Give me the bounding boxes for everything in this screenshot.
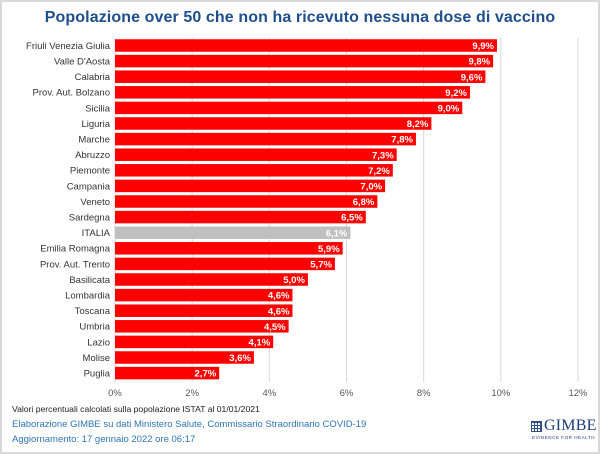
value-label: 7,3% [372, 150, 394, 161]
bar-italia [115, 226, 351, 239]
x-tick-label: 2% [185, 388, 199, 399]
category-label: Prov. Aut. Trento [40, 259, 110, 270]
x-tick-label: 4% [262, 388, 276, 399]
bar-lazio [115, 335, 274, 349]
category-label: Sardegna [69, 213, 111, 224]
value-label: 9,6% [461, 72, 483, 83]
bar-calabria [115, 70, 486, 83]
category-label: Emilia Romagna [40, 244, 110, 255]
value-label: 7,0% [360, 182, 382, 193]
bar-campania [115, 179, 386, 193]
category-label: Puglia [84, 369, 111, 380]
value-label: 4,6% [268, 291, 290, 302]
value-label: 9,9% [472, 41, 494, 52]
category-labels: Friuli Venezia Giulia Valle D'Aosta Calabr… [26, 41, 111, 380]
bar-basilicata [115, 273, 308, 286]
value-label: 6,1% [326, 228, 348, 239]
x-tick-label: 12% [568, 388, 588, 399]
bar-umbria [115, 320, 289, 333]
bar-abruzzo [115, 148, 397, 161]
category-label: Toscana [75, 306, 111, 317]
value-label: 5,9% [318, 244, 340, 255]
bar-piemonte [115, 164, 393, 177]
bar-veneto [115, 195, 378, 208]
x-tick-label: 6% [340, 388, 354, 399]
value-label: 8,2% [407, 119, 429, 130]
value-label: 4,5% [264, 322, 286, 333]
category-label: Basilicata [69, 275, 110, 286]
category-label: Molise [83, 353, 110, 364]
category-label: Sicilia [85, 103, 111, 114]
value-labels: 9,9% 9,8% 9,6% 9,2% 9,0% 8,2% 7,8% 7,3% 7,2% 7,0%… [195, 41, 495, 380]
bar-sicilia [115, 101, 463, 115]
logo-name: GIMBE [544, 417, 597, 434]
update-timestamp: Aggiornamento: 17 gennaio 2022 ore 06:17 [12, 434, 196, 445]
value-label: 6,5% [341, 213, 363, 224]
category-label: Veneto [80, 197, 110, 208]
category-label: Friuli Venezia Giulia [26, 41, 111, 52]
value-label: 9,0% [438, 104, 460, 115]
value-label: 9,8% [468, 57, 490, 68]
value-label: 9,2% [445, 88, 467, 99]
category-label: Prov. Aut. Bolzano [33, 88, 110, 99]
value-label: 2,7% [195, 369, 217, 380]
x-tick-label: 0% [108, 388, 122, 399]
bar-friuli-venezia-giulia [115, 39, 497, 52]
footnote: Valori percentuali calcolati sulla popol… [12, 404, 260, 414]
value-label: 5,7% [310, 260, 332, 271]
x-tick-labels: 0% 2% 4% 6% 8% 10% 12% [108, 388, 588, 399]
category-label: Calabria [75, 72, 111, 83]
category-label: ITALIA [82, 228, 111, 239]
bar-prov-aut-bolzano [115, 86, 470, 99]
category-label: Piemonte [70, 166, 110, 177]
bar-puglia [115, 366, 220, 380]
value-label: 6,8% [353, 197, 375, 208]
bar-toscana [115, 304, 293, 317]
bar-sardegna [115, 210, 366, 224]
source-credit: Elaborazione GIMBE su dati Ministero Sal… [12, 419, 367, 430]
value-label: 4,6% [268, 306, 290, 317]
bar-valle-d-aosta [115, 54, 494, 68]
logo-tagline: EVIDENCE FOR HEALTH [532, 435, 596, 440]
gimbe-logo: GIMBE EVIDENCE FOR HEALTH [531, 417, 596, 446]
value-label: 5,0% [283, 275, 305, 286]
category-label: Campania [67, 181, 111, 192]
x-tick-label: 10% [491, 388, 511, 399]
value-label: 7,2% [368, 166, 390, 177]
category-label: Umbria [79, 322, 110, 333]
bar-liguria [115, 117, 432, 130]
bar-emilia-romagna [115, 242, 343, 255]
value-label: 7,8% [391, 135, 413, 146]
category-label: Valle D'Aosta [54, 57, 111, 68]
x-tick-label: 8% [417, 388, 431, 399]
bar-molise [115, 351, 254, 364]
chart-title: Popolazione over 50 che non ha ricevuto … [44, 9, 556, 26]
value-label: 4,1% [249, 338, 271, 349]
category-label: Liguria [81, 119, 110, 130]
bars [115, 39, 497, 380]
category-label: Lazio [87, 337, 110, 348]
bar-marche [115, 132, 416, 146]
value-label: 3,6% [229, 353, 251, 364]
logo-grid-icon [531, 421, 542, 432]
bar-lombardia [115, 288, 293, 302]
category-label: Marche [78, 135, 110, 146]
bar-prov-aut-trento [115, 257, 335, 271]
category-label: Lombardia [65, 291, 111, 302]
category-label: Abruzzo [75, 150, 110, 161]
